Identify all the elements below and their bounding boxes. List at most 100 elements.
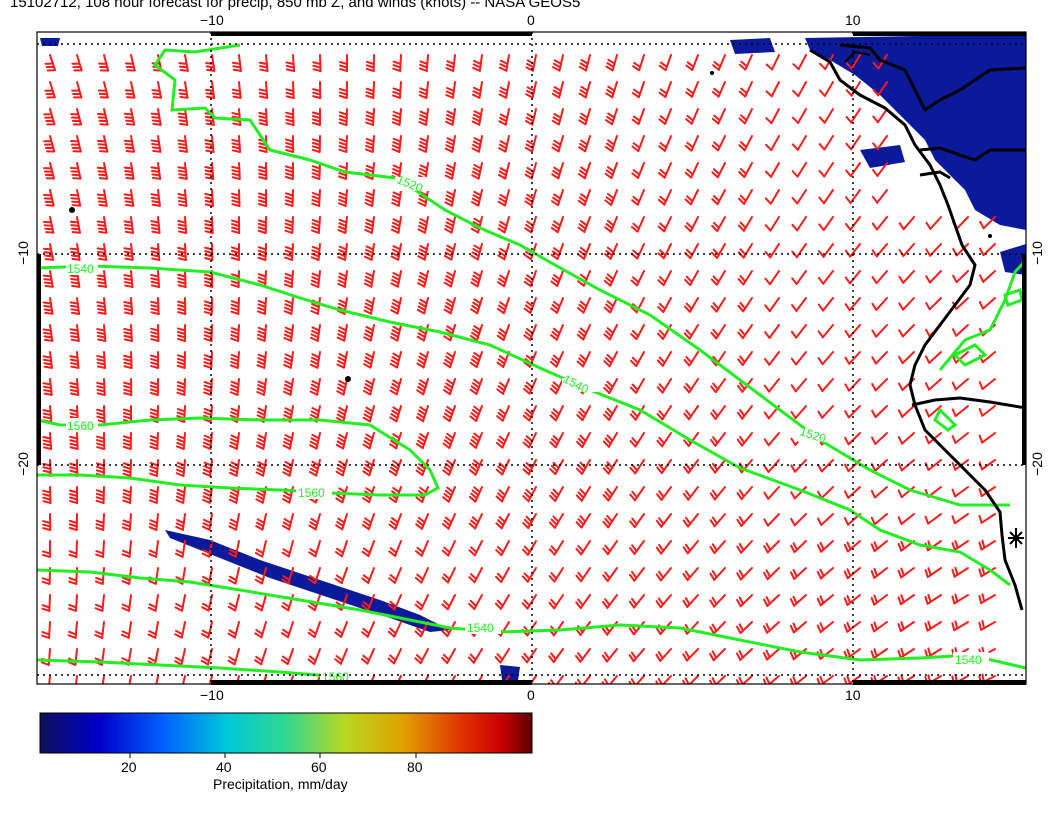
wind-barb — [790, 486, 807, 500]
wind-barb — [603, 270, 618, 287]
wind-barb — [658, 81, 672, 98]
wind-barb — [657, 270, 672, 287]
wind-barb — [147, 648, 159, 666]
wind-barb — [736, 432, 753, 447]
wind-barb — [495, 567, 510, 583]
wind-barb — [817, 459, 834, 473]
wind-barb — [441, 594, 456, 611]
wind-barb — [122, 459, 132, 477]
wind-barb — [127, 675, 132, 684]
wind-barb — [871, 216, 888, 231]
wind-barb — [494, 648, 510, 664]
wind-barb — [951, 620, 969, 632]
wind-barb — [978, 270, 996, 283]
wind-barb — [307, 648, 321, 665]
wind-barb — [254, 594, 267, 612]
wind-barb — [870, 594, 888, 606]
y-tick-left: −10 — [14, 241, 31, 265]
wind-barb — [70, 108, 83, 126]
wind-barb — [709, 459, 726, 474]
wind-barb — [738, 135, 753, 152]
wind-barb — [925, 216, 942, 230]
wind-barb — [281, 540, 294, 558]
wind-barb — [42, 270, 54, 288]
wind-barb — [334, 621, 348, 638]
wind-barb — [629, 378, 645, 394]
wind-barb — [177, 135, 188, 153]
wind-barb — [123, 270, 134, 288]
wind-barb — [604, 243, 618, 260]
wind-barb — [365, 54, 375, 72]
wind-barb — [231, 189, 241, 207]
wind-barb — [657, 216, 672, 233]
wind-barb — [548, 594, 564, 610]
wind-barb — [176, 378, 186, 396]
wind-barb — [42, 297, 54, 315]
wind-barb — [685, 108, 699, 125]
wind-barb — [603, 297, 618, 314]
wind-barb — [123, 108, 136, 126]
wind-barb — [872, 81, 888, 97]
wind-barb — [201, 513, 213, 531]
wind-barb — [817, 486, 834, 500]
wind-barb — [604, 135, 618, 153]
wind-barb — [763, 351, 780, 366]
wind-barb — [630, 243, 645, 260]
wind-barb — [791, 297, 807, 312]
wind-barb — [737, 243, 753, 259]
wind-barb — [816, 621, 834, 634]
wind-barb — [147, 621, 159, 639]
contour-label: 1520 — [798, 424, 828, 446]
wind-barb — [494, 594, 510, 610]
wind-barb — [174, 648, 186, 666]
wind-barb — [630, 270, 645, 287]
wind-barb — [551, 108, 564, 126]
wind-barb — [709, 675, 726, 684]
wind-barb — [42, 324, 54, 342]
wind-barb — [444, 216, 456, 234]
wind-barb — [100, 675, 105, 684]
wind-barb — [42, 378, 53, 396]
colorbar-label: Precipitation, mm/day — [213, 776, 348, 792]
wind-barb — [387, 648, 402, 665]
wind-barb — [122, 432, 132, 450]
wind-barb — [441, 513, 456, 530]
wind-barb — [844, 432, 861, 446]
wind-barb — [683, 378, 699, 394]
wind-barb — [280, 648, 294, 666]
wind-barb — [711, 216, 726, 233]
wind-barb — [42, 243, 55, 261]
wind-barb — [924, 351, 942, 364]
wind-barb — [361, 567, 375, 584]
wind-barb — [684, 270, 699, 286]
wind-barb — [122, 486, 132, 504]
wind-barb — [575, 459, 591, 475]
wind-barb — [444, 135, 456, 153]
wind-barb — [204, 189, 214, 207]
wind-barb — [174, 621, 186, 639]
wind-barb — [470, 270, 483, 288]
wind-barb — [655, 513, 672, 528]
wind-barb — [764, 324, 780, 339]
wind-barb — [791, 189, 807, 205]
wind-barb — [790, 351, 807, 366]
wind-barb — [763, 594, 780, 607]
wind-barb — [150, 189, 161, 207]
wind-barb — [121, 540, 132, 558]
wind-barb — [361, 513, 375, 531]
wind-barb — [871, 405, 888, 419]
wind-barb — [282, 486, 294, 504]
wind-barb — [575, 594, 591, 610]
wind-barb — [43, 108, 56, 126]
wind-barb — [683, 405, 699, 421]
wind-barb — [897, 594, 915, 606]
wind-barb — [524, 189, 537, 207]
wind-barb — [601, 675, 618, 684]
wind-barb — [522, 486, 537, 503]
wind-barb — [738, 108, 753, 125]
wind-barb — [468, 594, 483, 611]
wind-barb — [364, 135, 375, 153]
wind-barb — [150, 270, 160, 288]
wind-barb — [364, 216, 375, 234]
wind-barb — [790, 405, 807, 420]
